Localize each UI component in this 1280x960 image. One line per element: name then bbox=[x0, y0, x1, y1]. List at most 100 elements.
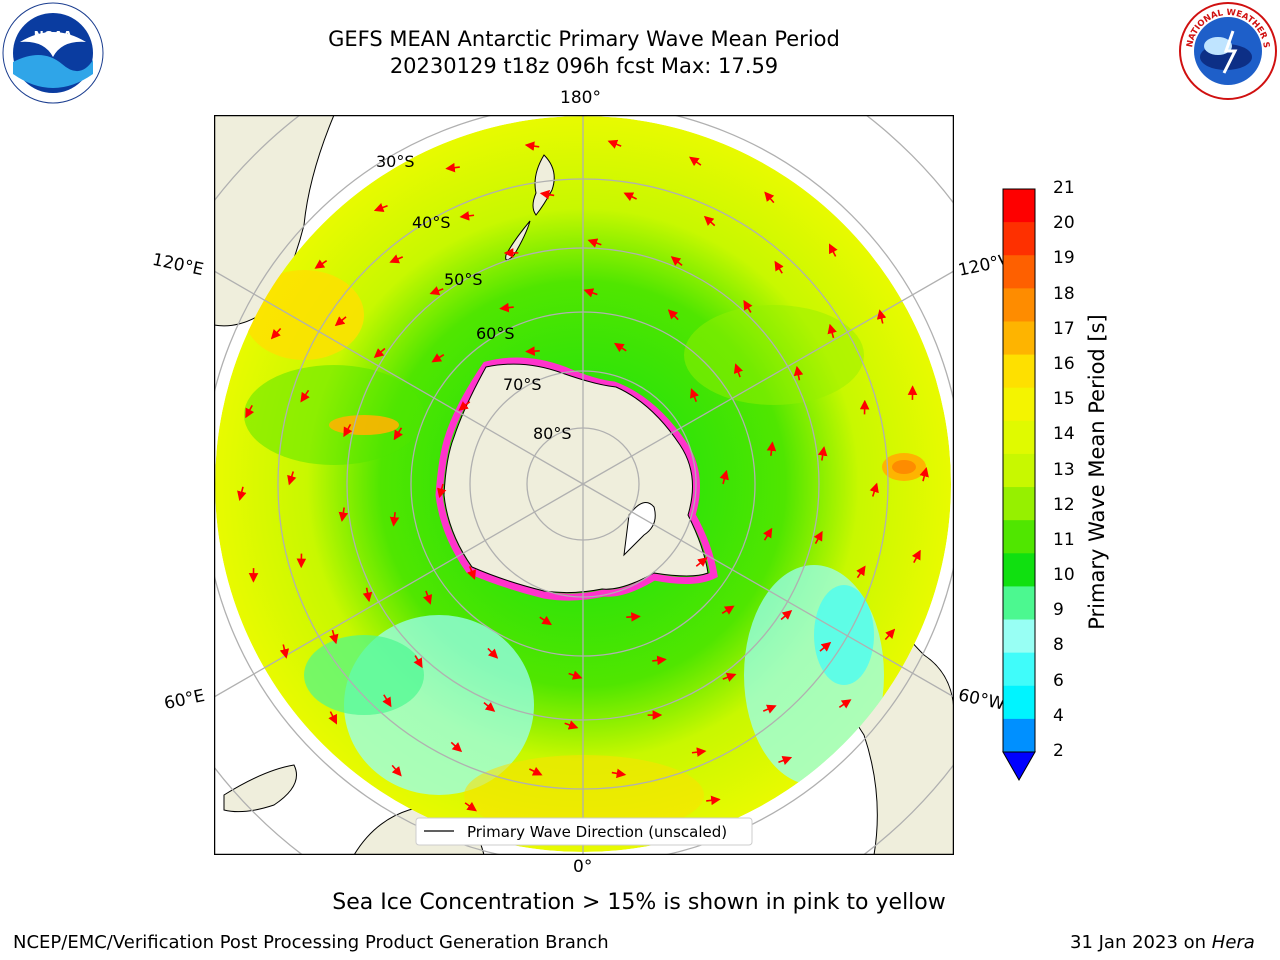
colorbar-tick: 6 bbox=[1053, 670, 1064, 691]
colorbar-segment bbox=[1003, 453, 1035, 488]
wave-arrow bbox=[431, 353, 445, 363]
wave-arrow bbox=[539, 615, 552, 626]
wave-arrow bbox=[393, 427, 403, 441]
wave-arrow bbox=[373, 347, 386, 358]
graticule bbox=[214, 115, 954, 855]
colorbar-segment bbox=[1003, 619, 1035, 654]
lat-label-80s: 80°S bbox=[533, 424, 572, 443]
wave-arrow bbox=[467, 566, 477, 580]
wave-arrow bbox=[483, 701, 496, 712]
nws-logo: NATIONAL WEATHER SERVICE bbox=[1175, 0, 1278, 105]
wave-arrow bbox=[813, 530, 823, 544]
wave-arrow bbox=[670, 256, 683, 267]
wave-arrow bbox=[819, 641, 832, 652]
colorbar-segment bbox=[1003, 321, 1035, 356]
lat-label-40s: 40°S bbox=[412, 213, 451, 232]
lon-label-180: 180° bbox=[560, 88, 601, 108]
wave-arrow bbox=[695, 557, 708, 567]
footer-machine: Hera bbox=[1211, 932, 1255, 953]
wave-arrow bbox=[614, 342, 627, 353]
wave-arrow bbox=[691, 747, 707, 757]
colorbar-segment bbox=[1003, 553, 1035, 587]
colorbar-segment bbox=[1003, 718, 1035, 753]
wave-arrow bbox=[884, 628, 896, 641]
colorbar-tick: 14 bbox=[1053, 424, 1075, 445]
wave-arrow bbox=[287, 471, 297, 486]
lon-label-0: 0° bbox=[573, 857, 593, 877]
colorbar-segment bbox=[1003, 387, 1035, 422]
wave-arrow bbox=[458, 401, 471, 411]
colorbar-tick: 9 bbox=[1053, 600, 1064, 621]
noaa-logo: NOAA bbox=[2, 2, 104, 108]
lon-label-60e: 60°E bbox=[162, 685, 207, 715]
wave-arrow bbox=[587, 238, 602, 248]
colorbar-segment bbox=[1003, 652, 1035, 687]
wave-arrow bbox=[689, 156, 702, 167]
wave-arrow bbox=[314, 259, 328, 269]
colorbar-tick: 18 bbox=[1053, 283, 1075, 304]
colorbar bbox=[1002, 188, 1036, 782]
colorbar-tick: 15 bbox=[1053, 389, 1075, 410]
wave-arrow bbox=[911, 549, 921, 564]
wave-arrow bbox=[423, 590, 433, 605]
wave-arrow bbox=[343, 424, 353, 438]
wave-arrow bbox=[793, 365, 804, 381]
wave-arrow bbox=[706, 795, 721, 806]
wave-arrow bbox=[838, 699, 852, 709]
wave-arrow bbox=[328, 711, 338, 725]
colorbar-tick: 21 bbox=[1053, 178, 1075, 198]
wave-arrow bbox=[876, 309, 887, 324]
colorbar-segment bbox=[1003, 189, 1035, 223]
colorbar-tick: 4 bbox=[1053, 705, 1064, 726]
colorbar-segment bbox=[1003, 288, 1035, 322]
colorbar-segment bbox=[1003, 420, 1035, 455]
colorbar-tick: 11 bbox=[1053, 529, 1075, 550]
wave-arrow bbox=[329, 629, 339, 645]
lat-label-50s: 50°S bbox=[444, 270, 483, 289]
wave-arrow bbox=[780, 610, 793, 621]
wave-arrow bbox=[270, 327, 282, 340]
wave-arrow bbox=[611, 768, 627, 779]
colorbar-segment bbox=[1003, 586, 1035, 621]
colorbar-segment bbox=[1003, 487, 1035, 521]
colorbar-tick: 10 bbox=[1053, 565, 1075, 586]
wave-arrow bbox=[362, 587, 373, 603]
footer-date-text: 31 Jan 2023 on bbox=[1070, 932, 1212, 953]
chart-subtitle: 20230129 t18z 096h fcst Max: 17.59 bbox=[389, 54, 779, 78]
wave-arrow bbox=[626, 612, 641, 622]
wave-arrow bbox=[237, 486, 247, 501]
colorbar-tick: 8 bbox=[1053, 635, 1064, 656]
wave-arrow bbox=[703, 215, 716, 227]
wave-arrow bbox=[450, 741, 463, 753]
wave-arrow bbox=[334, 316, 347, 327]
wave-arrow bbox=[743, 299, 753, 313]
wave-arrow bbox=[300, 389, 310, 403]
wave-arrow bbox=[869, 482, 879, 497]
wave-arrow bbox=[338, 507, 349, 522]
footer-date: 31 Jan 2023 on Hera bbox=[1070, 932, 1255, 953]
colorbar-segment bbox=[1003, 685, 1035, 720]
colorbar-tick: 16 bbox=[1053, 353, 1075, 374]
wave-arrow bbox=[389, 254, 404, 264]
wave-arrow bbox=[373, 203, 388, 213]
wave-arrow bbox=[827, 323, 837, 339]
wave-arrow bbox=[856, 565, 866, 579]
colorbar-tick: 20 bbox=[1053, 213, 1075, 234]
wave-arrow bbox=[607, 139, 622, 149]
wave-arrow bbox=[667, 309, 679, 321]
wave-arrow bbox=[525, 346, 540, 356]
lat-label-60s: 60°S bbox=[476, 324, 515, 343]
wave-arrow bbox=[524, 141, 540, 151]
colorbar-tick: 13 bbox=[1053, 459, 1075, 480]
sea-ice-caption: Sea Ice Concentration > 15% is shown in … bbox=[332, 890, 946, 915]
wave-arrow bbox=[389, 512, 400, 527]
wave-arrow bbox=[529, 766, 543, 776]
colorbar-tick: 2 bbox=[1053, 741, 1064, 761]
wave-arrow bbox=[652, 655, 667, 666]
wave-arrow bbox=[733, 363, 743, 378]
wave-arrow bbox=[429, 286, 444, 296]
wave-arrow bbox=[774, 260, 784, 274]
chart-title: GEFS MEAN Antarctic Primary Wave Mean Pe… bbox=[328, 27, 840, 51]
wave-arrow bbox=[499, 302, 514, 313]
colorbar-segment bbox=[1003, 255, 1035, 289]
